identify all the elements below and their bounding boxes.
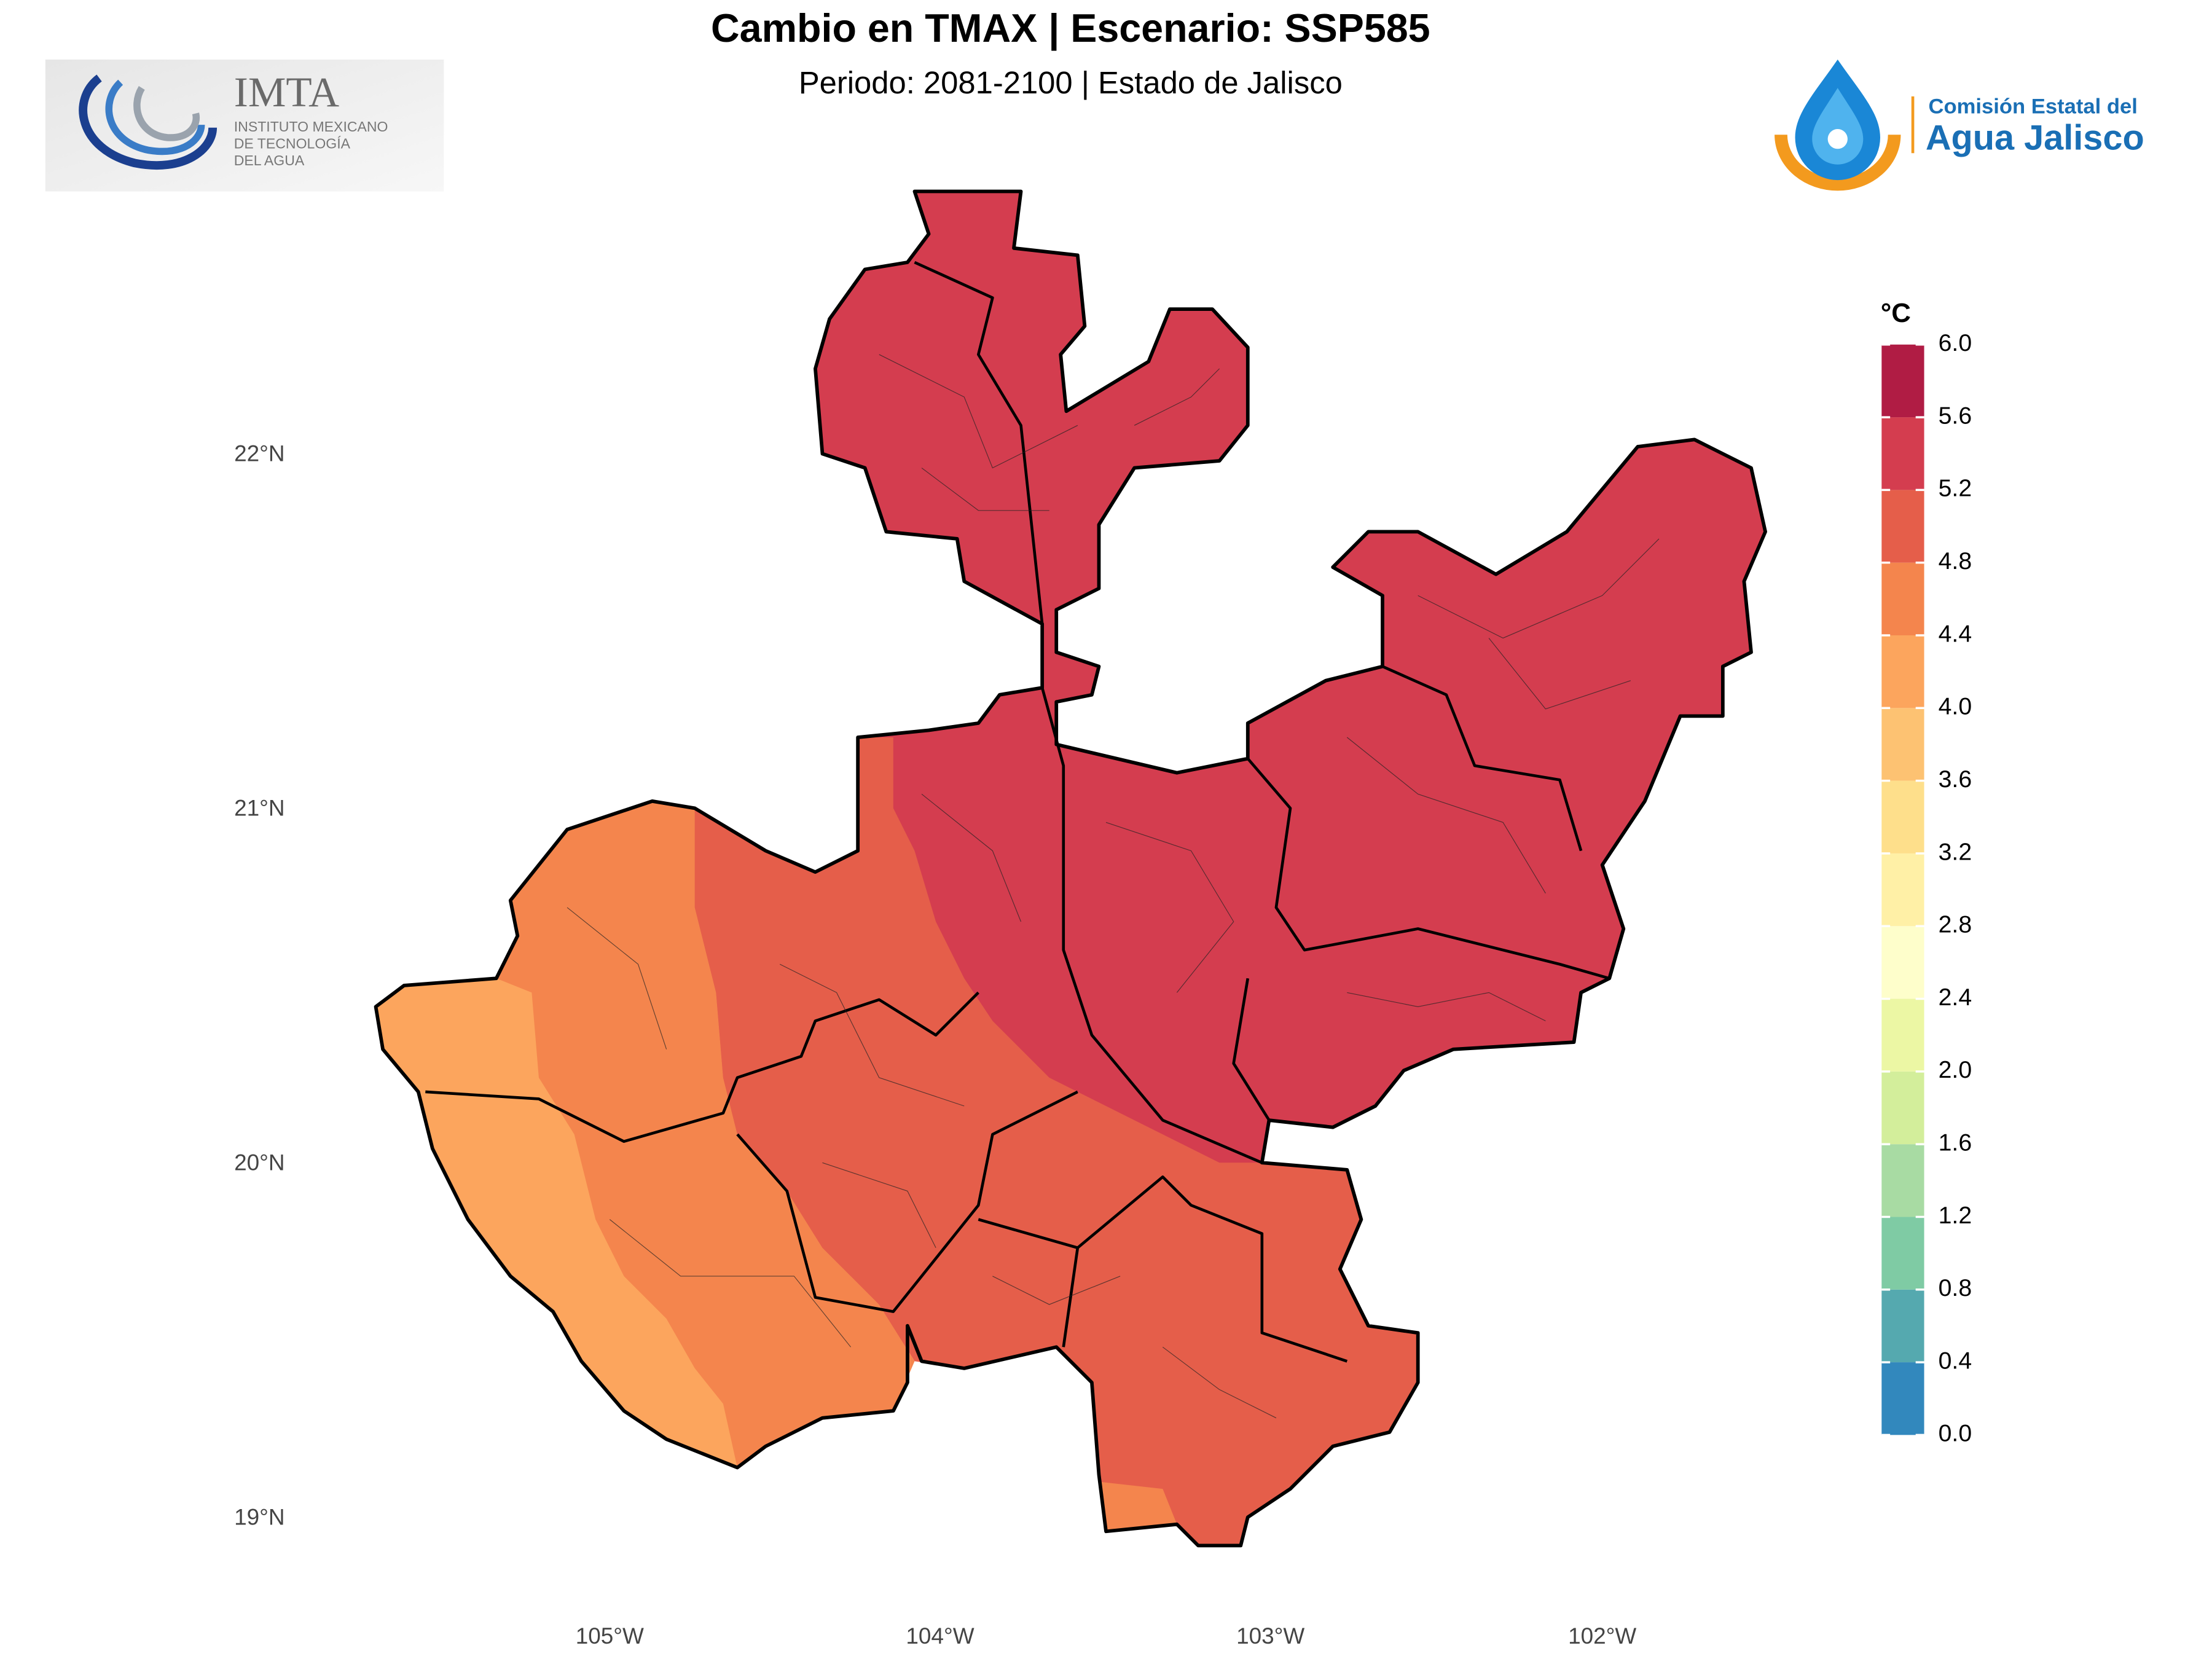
legend-tick-label: 2.4 bbox=[1939, 984, 1972, 1011]
legend-bin bbox=[1881, 926, 1924, 999]
legend-bin bbox=[1881, 708, 1924, 781]
border bbox=[1382, 665, 1583, 852]
border bbox=[1247, 758, 1610, 980]
legend-tick-label: 0.0 bbox=[1939, 1420, 1972, 1447]
state-outline bbox=[374, 189, 1767, 1548]
legend-bin bbox=[1881, 1289, 1924, 1363]
lon-label: 104°W bbox=[906, 1623, 974, 1649]
lat-label: 20°N bbox=[234, 1150, 284, 1175]
border bbox=[1232, 978, 1271, 1121]
legend-bin bbox=[1881, 562, 1924, 635]
subtitle: Periodo: 2081-2100 | Estado de Jalisco bbox=[799, 65, 1343, 100]
logo-swirl bbox=[133, 86, 200, 141]
logo-text: DE TECNOLOGÍA bbox=[234, 135, 351, 151]
legend-bin bbox=[1881, 490, 1924, 563]
region-fill bbox=[1099, 1481, 1177, 1532]
legend-tick-label: 4.0 bbox=[1939, 693, 1972, 720]
lat-label: 19°N bbox=[234, 1504, 284, 1529]
legend-bin bbox=[1881, 1144, 1924, 1217]
legend-bin bbox=[1881, 1362, 1924, 1435]
imta-logo: IMTA INSTITUTO MEXICANO DE TECNOLOGÍA DE… bbox=[45, 59, 444, 192]
border bbox=[425, 991, 979, 1143]
logo-arc bbox=[1775, 134, 1901, 191]
logo-text: Comisión Estatal del bbox=[1928, 95, 2137, 119]
legend-tick-label: 1.6 bbox=[1939, 1129, 1972, 1156]
legend-tick-label: 2.0 bbox=[1939, 1056, 1972, 1083]
logo-drop bbox=[1812, 88, 1864, 165]
logo-text: DEL AGUA bbox=[234, 152, 305, 168]
legend-tick-label: 6.0 bbox=[1939, 329, 1972, 356]
logo-text: INSTITUTO MEXICANO bbox=[234, 119, 388, 135]
legend-bin bbox=[1881, 635, 1924, 708]
logo-swirl bbox=[105, 79, 205, 155]
border bbox=[736, 1090, 1078, 1313]
legend-tick-label: 1.2 bbox=[1939, 1202, 1972, 1229]
lon-label: 103°W bbox=[1236, 1623, 1304, 1649]
lat-label: 21°N bbox=[234, 795, 284, 820]
legend-tick-label: 5.2 bbox=[1939, 475, 1972, 502]
border bbox=[1040, 687, 1263, 1164]
title: Cambio en TMAX | Escenario: SSP585 bbox=[711, 6, 1430, 51]
logo-name: IMTA bbox=[234, 68, 339, 116]
legend-bin bbox=[1881, 1217, 1924, 1290]
border bbox=[1062, 1247, 1080, 1347]
legend-bin bbox=[1881, 998, 1924, 1072]
legend-tick-label: 0.4 bbox=[1939, 1347, 1972, 1374]
lon-label: 102°W bbox=[1568, 1623, 1636, 1649]
map bbox=[374, 189, 1767, 1548]
region-fill bbox=[375, 978, 737, 1468]
lon-label: 105°W bbox=[576, 1623, 644, 1649]
legend-tick-label: 2.8 bbox=[1939, 911, 1972, 938]
legend-bin bbox=[1881, 1071, 1924, 1145]
legend-bin bbox=[1881, 417, 1924, 490]
logo-text: Agua Jalisco bbox=[1926, 119, 2144, 158]
region-fill bbox=[694, 737, 1418, 1546]
axis-labels: 22°N 21°N 20°N 19°N 105°W 104°W 103°W 102°W bbox=[234, 441, 1636, 1649]
cea-logo: Comisión Estatal del Agua Jalisco bbox=[1775, 59, 2144, 191]
legend-tick-label: 5.6 bbox=[1939, 402, 1972, 429]
legend-bin bbox=[1881, 780, 1924, 853]
legend-bin bbox=[1881, 853, 1924, 927]
legend-tick-label: 3.6 bbox=[1939, 766, 1972, 793]
logo-drop bbox=[1827, 129, 1848, 149]
legend-tick-label: 4.8 bbox=[1939, 547, 1972, 575]
legend: °C 0.0 0.4 0.8 1.2 1.6 2.0 2.4 2.8 3.2 3.6 4.0 4.4 4… bbox=[1881, 298, 1972, 1447]
legend-tick-label: 4.4 bbox=[1939, 620, 1972, 647]
legend-tick-label: 3.2 bbox=[1939, 838, 1972, 865]
logo-swirl bbox=[79, 74, 218, 170]
border bbox=[914, 261, 1044, 624]
municipal-borders bbox=[567, 354, 1660, 1419]
legend-tick-label: 0.8 bbox=[1939, 1274, 1972, 1301]
lat-label: 22°N bbox=[234, 441, 284, 466]
legend-title: °C bbox=[1881, 298, 1911, 328]
legend-bin bbox=[1881, 344, 1924, 418]
